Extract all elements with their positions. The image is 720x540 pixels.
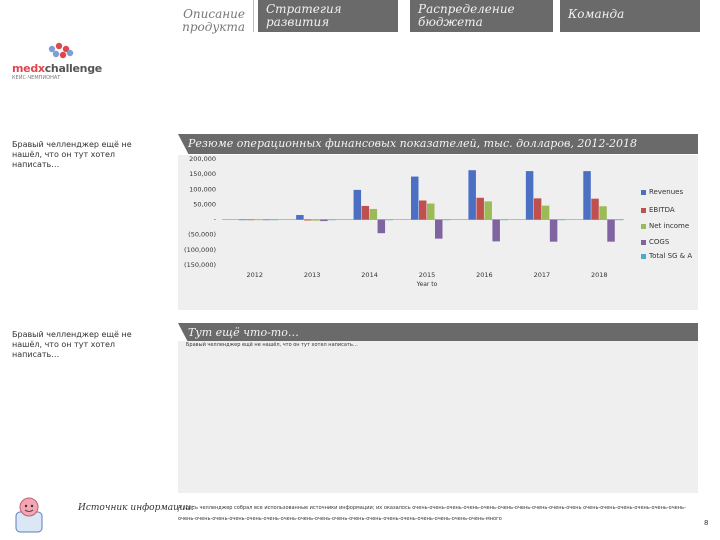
financial-bar-chart: 200,000 150,000 100,000 50,000 - (50,000) (100… (184, 155, 624, 288)
bar-ebitda-2018 (591, 198, 599, 220)
y-tick-label: (150,000) (184, 261, 216, 269)
tab-team[interactable]: Команда (560, 0, 700, 32)
bar-net-income-2017 (541, 205, 550, 220)
bar-total-sg-a-2013 (328, 219, 336, 221)
x-tick-label: 2012 (246, 271, 263, 279)
logo-wordmark: medxchallenge (12, 62, 102, 75)
bar-cogs-2016 (492, 219, 500, 242)
bar-net-income-2012 (254, 219, 263, 221)
bar-revenues-2013 (296, 215, 304, 220)
tab-label: Распределение бюджета (418, 2, 515, 29)
x-tick-label: 2016 (476, 271, 493, 279)
bar-total-sg-a-2017 (557, 219, 566, 221)
text-panel-title: Тут ещё что-то… (178, 323, 698, 343)
bar-total-sg-a-2016 (500, 219, 508, 221)
legend-swatch (641, 189, 646, 195)
bar-cogs-2014 (377, 219, 386, 234)
legend-item: COGS (641, 238, 669, 246)
x-tick-label: 2018 (591, 271, 608, 279)
legend-swatch (641, 207, 646, 213)
tab-product-description[interactable]: Описание продукта (116, 0, 254, 34)
tab-label: Описание продукта (182, 7, 245, 34)
bar-cogs-2013 (320, 219, 328, 222)
bar-revenues-2017 (525, 171, 534, 220)
x-tick-label: 2014 (361, 271, 378, 279)
y-tick-label: (100,000) (184, 246, 216, 254)
x-tick-label: 2017 (534, 271, 551, 279)
side-note-top: Бравый челленджер ещё не нашёл, что он т… (12, 140, 132, 169)
bar-ebitda-2016 (476, 197, 484, 220)
bar-revenues-2014 (353, 189, 362, 220)
bar-total-sg-a-2015 (443, 219, 451, 221)
tab-label: Стратегия развития (266, 2, 342, 29)
bar-cogs-2018 (607, 219, 615, 242)
sources-label: Источник информации: (78, 503, 195, 513)
legend-label: COGS (649, 238, 670, 246)
bar-cogs-2012 (262, 219, 271, 221)
medx-logo-icon (48, 42, 74, 59)
bar-ebitda-2012 (246, 219, 255, 221)
legend-label: Revenues (649, 188, 684, 196)
y-tick-label: (50,000) (188, 231, 216, 239)
legend-label: EBITDA (649, 206, 675, 214)
logo-subtitle: КЕЙС-ЧЕМПИОНАТ (12, 75, 61, 81)
x-tick-label: 2015 (419, 271, 436, 279)
bar-revenues-2015 (411, 176, 419, 220)
bar-total-sg-a-2018 (615, 219, 623, 221)
tab-label: Команда (568, 7, 625, 21)
bar-ebitda-2013 (304, 219, 312, 221)
legend-label: Total SG & A (649, 252, 693, 260)
bar-ebitda-2014 (361, 205, 370, 220)
challenger-mascot-icon (15, 497, 43, 533)
y-tick-label: 50,000 (193, 200, 216, 208)
legend-item: EBITDA (641, 206, 675, 214)
legend-swatch (641, 253, 646, 259)
bar-net-income-2018 (599, 206, 607, 220)
legend-swatch (641, 239, 646, 245)
side-note-middle: Бравый челленджер ещё не нашёл, что он т… (12, 330, 132, 359)
y-tick-label: 200,000 (189, 155, 216, 163)
tab-budget[interactable]: Распределение бюджета (410, 0, 553, 32)
bar-cogs-2017 (549, 219, 558, 242)
tab-strategy[interactable]: Стратегия развития (258, 0, 398, 32)
y-tick-label: - (214, 216, 217, 224)
bar-total-sg-a-2014 (385, 219, 394, 221)
page-number: 8 (704, 519, 709, 527)
bar-revenues-2016 (468, 170, 476, 220)
legend-item: Net income (641, 222, 689, 230)
bar-net-income-2015 (427, 203, 435, 220)
y-tick-label: 150,000 (189, 170, 216, 178)
legend-swatch (641, 223, 646, 229)
x-tick-label: 2013 (304, 271, 321, 279)
bar-net-income-2016 (484, 201, 492, 220)
sources-text: А здесь челленджер собрал все использова… (178, 505, 686, 522)
bar-cogs-2015 (435, 219, 443, 239)
legend-item: Total SG & A (641, 252, 692, 260)
x-axis-label: Year to (416, 281, 438, 288)
bar-net-income-2014 (369, 208, 378, 220)
bar-revenues-2012 (238, 219, 247, 221)
bar-ebitda-2015 (419, 200, 427, 220)
text-panel-body: Бравый челленджер ещё не нашёл, что он т… (186, 342, 358, 348)
bar-revenues-2018 (583, 171, 591, 220)
bar-total-sg-a-2012 (270, 219, 279, 221)
chart-panel-title: Резюме операционных финансовых показател… (178, 134, 698, 154)
bar-ebitda-2017 (533, 198, 542, 220)
legend-label: Net income (649, 222, 690, 230)
bar-net-income-2013 (312, 219, 320, 221)
text-panel (178, 341, 698, 493)
legend-item: Revenues (641, 188, 683, 196)
y-tick-label: 100,000 (189, 185, 216, 193)
